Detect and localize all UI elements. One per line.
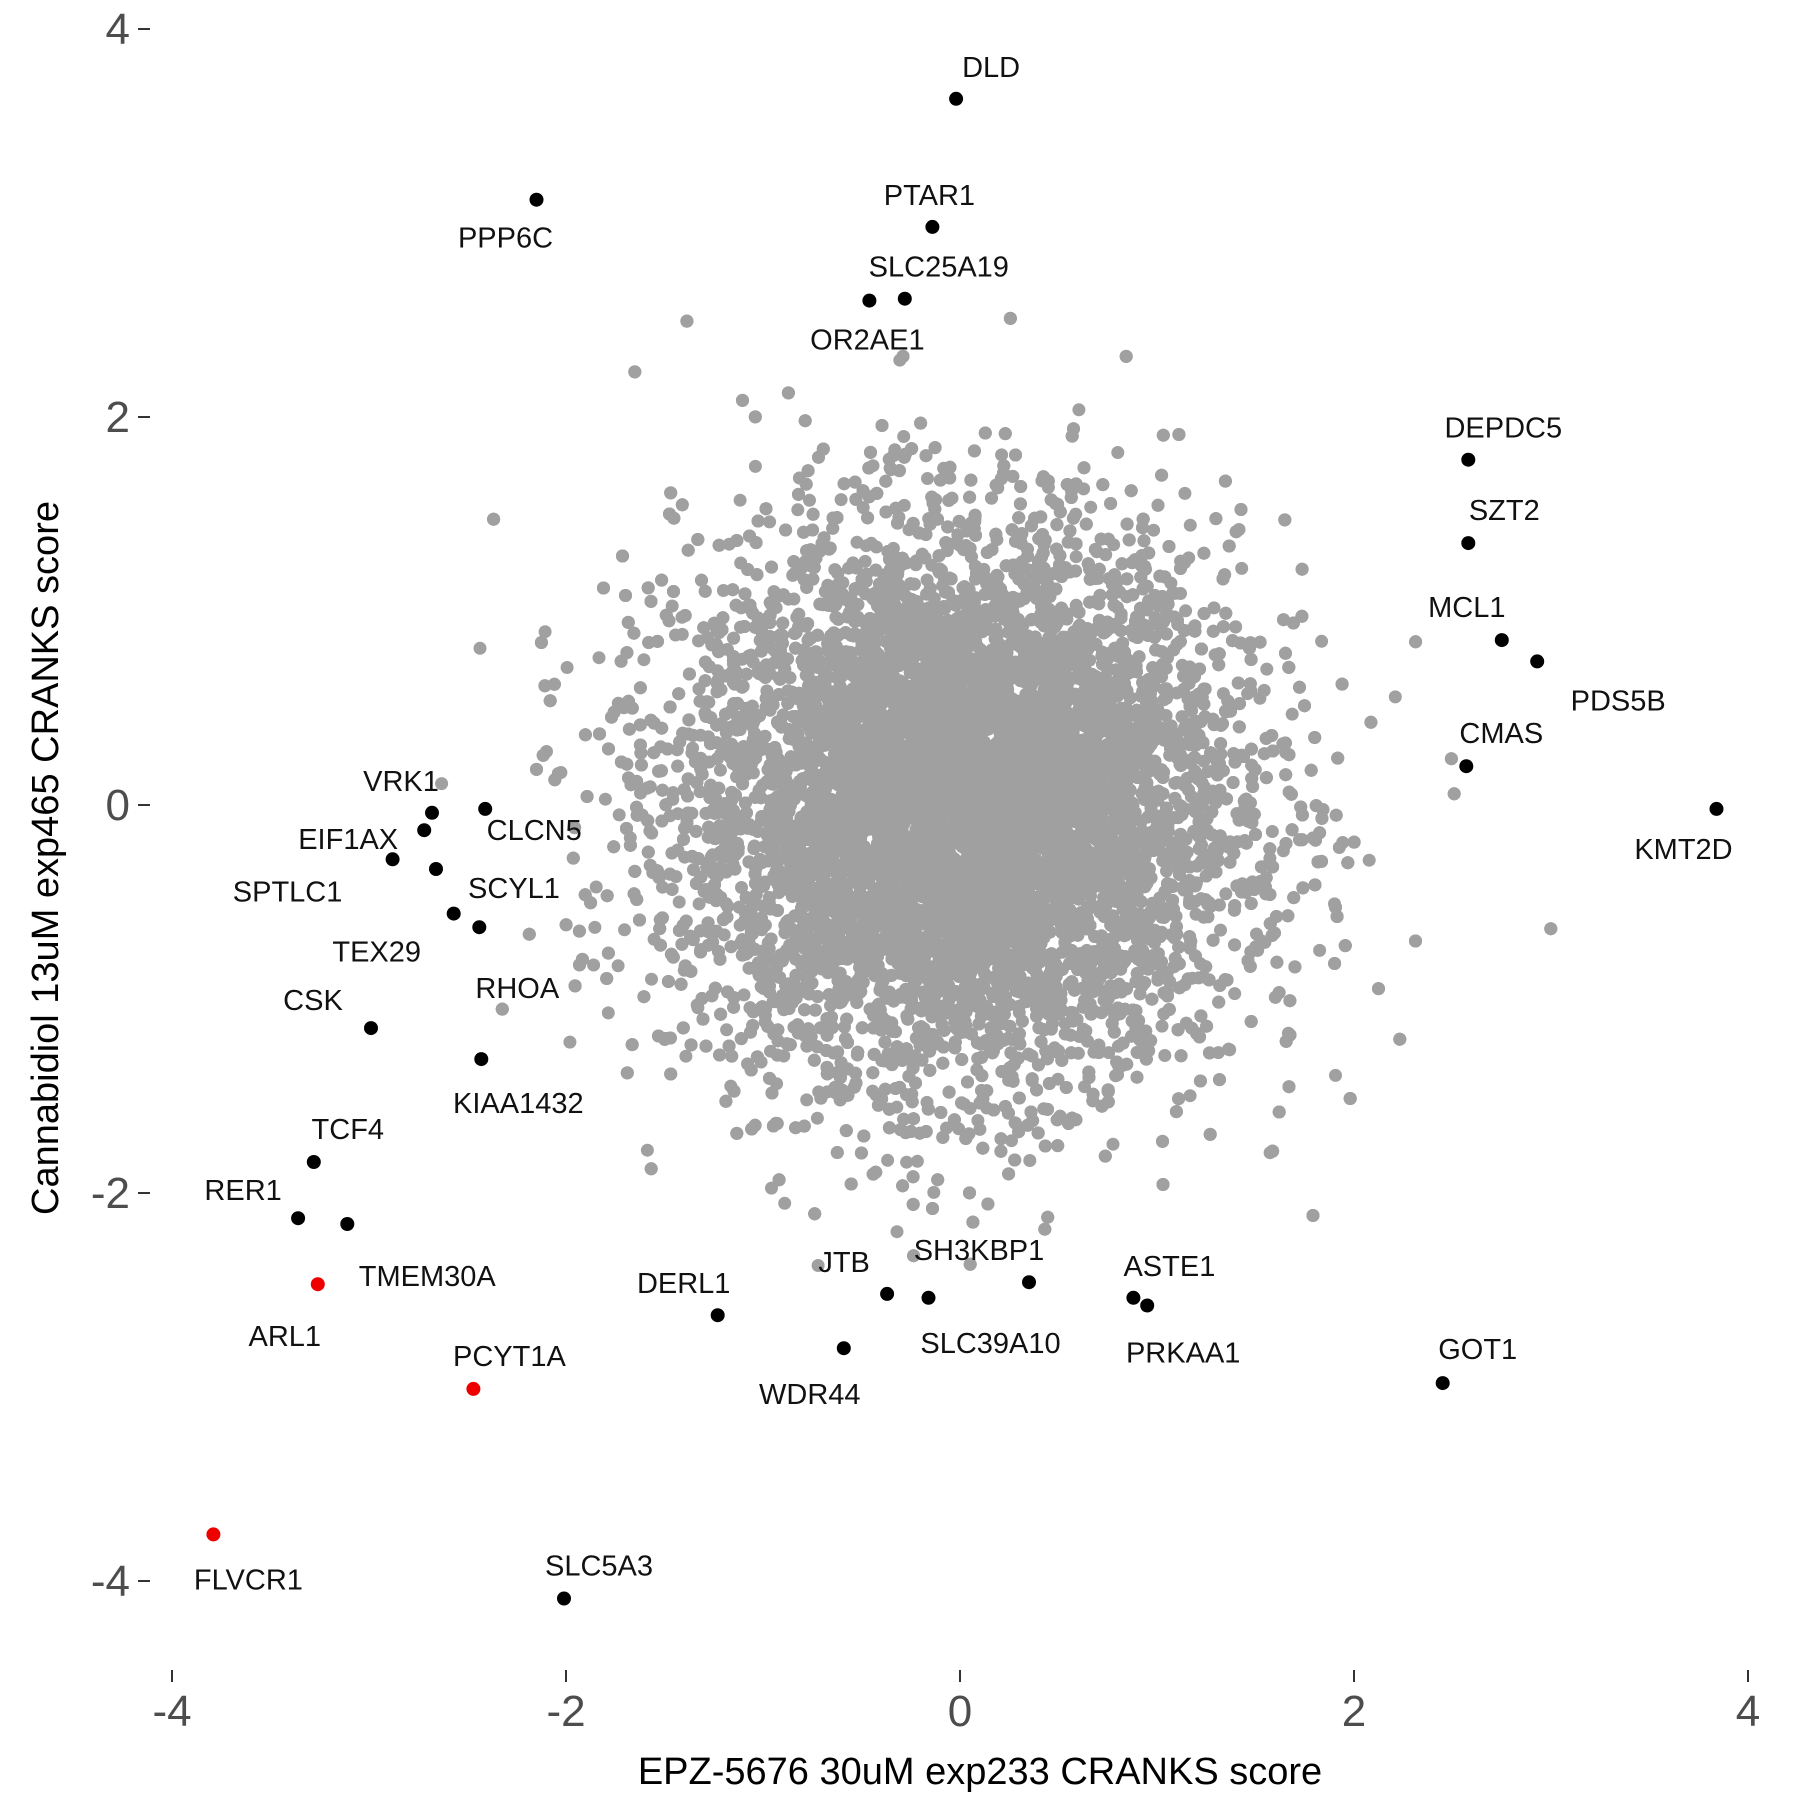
background-point <box>765 1181 778 1195</box>
background-point <box>665 599 679 613</box>
background-point <box>858 554 872 568</box>
background-point <box>1084 500 1098 514</box>
background-point <box>1388 690 1402 704</box>
background-point <box>643 824 657 838</box>
background-point <box>1023 1154 1037 1167</box>
background-point <box>601 1006 615 1020</box>
background-point <box>800 1093 814 1107</box>
background-point <box>1005 1134 1018 1148</box>
background-point <box>1069 550 1083 564</box>
background-point <box>1155 1019 1169 1033</box>
background-point <box>686 741 700 755</box>
background-point <box>810 1111 824 1125</box>
background-point <box>866 1084 880 1098</box>
background-point <box>588 920 602 934</box>
background-point <box>1219 887 1233 901</box>
background-point <box>1175 658 1189 672</box>
background-point <box>713 763 727 777</box>
background-point <box>1111 446 1125 459</box>
background-point <box>538 625 552 639</box>
background-point <box>1315 634 1329 648</box>
background-point <box>679 1049 693 1063</box>
background-point <box>1257 683 1271 697</box>
background-point <box>560 661 574 674</box>
background-point <box>778 1196 792 1210</box>
background-point <box>1362 853 1376 867</box>
background-point <box>927 1185 941 1199</box>
background-point <box>791 503 805 517</box>
background-point <box>1313 943 1327 957</box>
background-point <box>1072 403 1086 417</box>
background-point <box>1260 662 1274 676</box>
background-point <box>1207 601 1221 615</box>
background-point <box>910 1154 924 1168</box>
background-point <box>1106 1137 1120 1151</box>
background-point <box>803 493 816 507</box>
background-point <box>1158 1049 1172 1062</box>
background-point <box>995 448 1009 462</box>
background-point <box>763 515 777 529</box>
background-point <box>1235 561 1249 575</box>
background-point <box>1178 486 1192 500</box>
background-point-cloud <box>435 311 1558 1272</box>
background-point <box>971 1114 985 1127</box>
background-point <box>1214 923 1227 937</box>
background-point <box>1183 518 1197 532</box>
background-point <box>748 459 762 473</box>
background-point <box>692 897 706 911</box>
background-point <box>900 1155 914 1169</box>
background-point <box>612 808 626 822</box>
background-point <box>859 539 873 553</box>
background-point <box>672 895 686 909</box>
background-point <box>890 1225 904 1239</box>
background-point <box>1332 841 1346 854</box>
background-point <box>735 881 748 894</box>
background-point <box>811 1259 825 1272</box>
background-point <box>1183 1089 1197 1103</box>
background-point <box>733 493 747 507</box>
background-point <box>598 792 612 806</box>
background-point <box>1179 604 1193 618</box>
background-point <box>587 958 601 972</box>
background-point <box>1147 523 1161 537</box>
background-point <box>1102 1046 1116 1060</box>
background-point <box>716 584 730 597</box>
background-point <box>1285 707 1299 721</box>
background-point <box>1228 987 1242 1001</box>
background-point <box>637 653 651 667</box>
background-point <box>675 627 689 641</box>
background-point <box>611 959 625 973</box>
background-point <box>897 430 911 443</box>
background-point <box>1329 1068 1342 1082</box>
background-point <box>869 540 883 554</box>
background-point <box>921 472 934 485</box>
background-point <box>737 988 751 1002</box>
background-point <box>473 641 487 655</box>
background-point <box>618 923 631 937</box>
background-point <box>1160 864 1173 878</box>
background-point <box>592 651 606 665</box>
background-point <box>563 1035 577 1049</box>
background-point <box>589 880 603 894</box>
background-point <box>1265 825 1279 838</box>
background-point <box>645 972 658 986</box>
background-point <box>435 777 449 791</box>
background-point <box>720 1023 734 1037</box>
background-point <box>640 1143 654 1157</box>
background-point <box>834 493 848 507</box>
background-point <box>881 1153 895 1167</box>
